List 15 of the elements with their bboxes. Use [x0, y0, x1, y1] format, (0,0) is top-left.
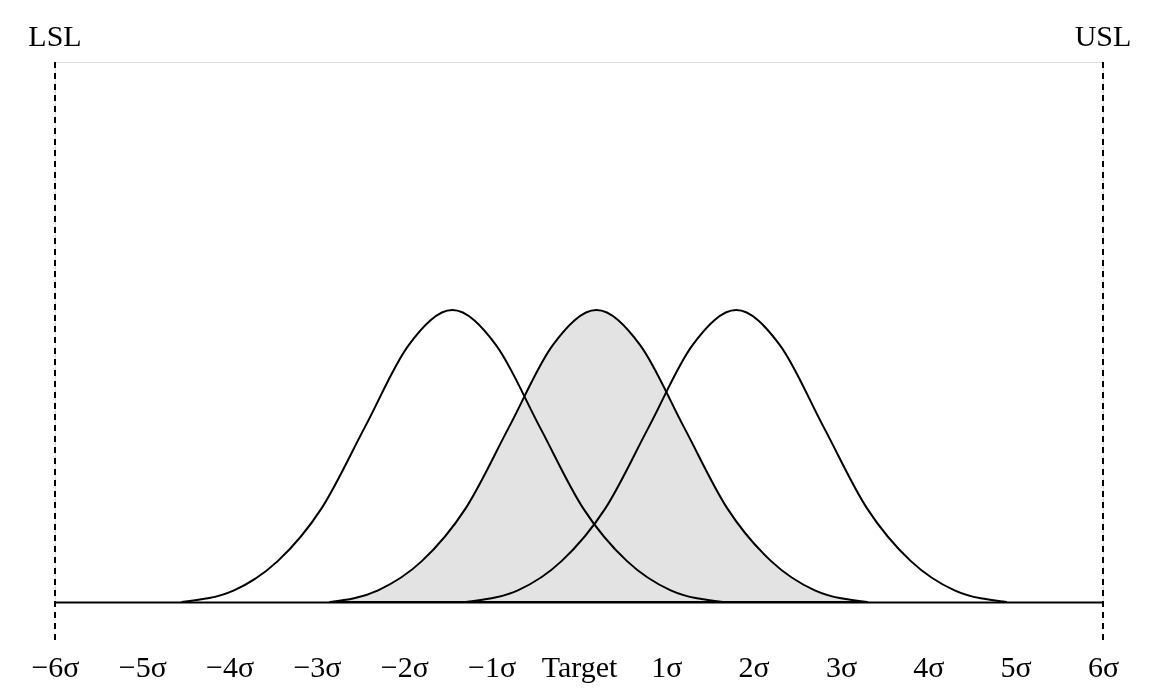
x-tick-label: Target: [541, 649, 618, 683]
x-tick-label: −4σ: [206, 649, 255, 683]
x-tick-label: −6σ: [31, 649, 80, 683]
ref-line-label: LSL: [28, 19, 82, 52]
x-tick-label: −3σ: [293, 649, 342, 683]
x-tick-label: −1σ: [468, 649, 517, 683]
x-tick-label: 5σ: [1000, 649, 1032, 683]
x-tick-label: 4σ: [913, 649, 945, 683]
x-tick-label: 1σ: [651, 649, 683, 683]
x-tick-label: −2σ: [380, 649, 429, 683]
x-tick-label: 6σ: [1087, 649, 1120, 683]
ref-line-label: USL: [1074, 19, 1132, 52]
x-tick-label: −5σ: [118, 649, 167, 683]
x-tick-label: 2σ: [738, 649, 770, 683]
x-tick-label: 3σ: [825, 649, 858, 683]
